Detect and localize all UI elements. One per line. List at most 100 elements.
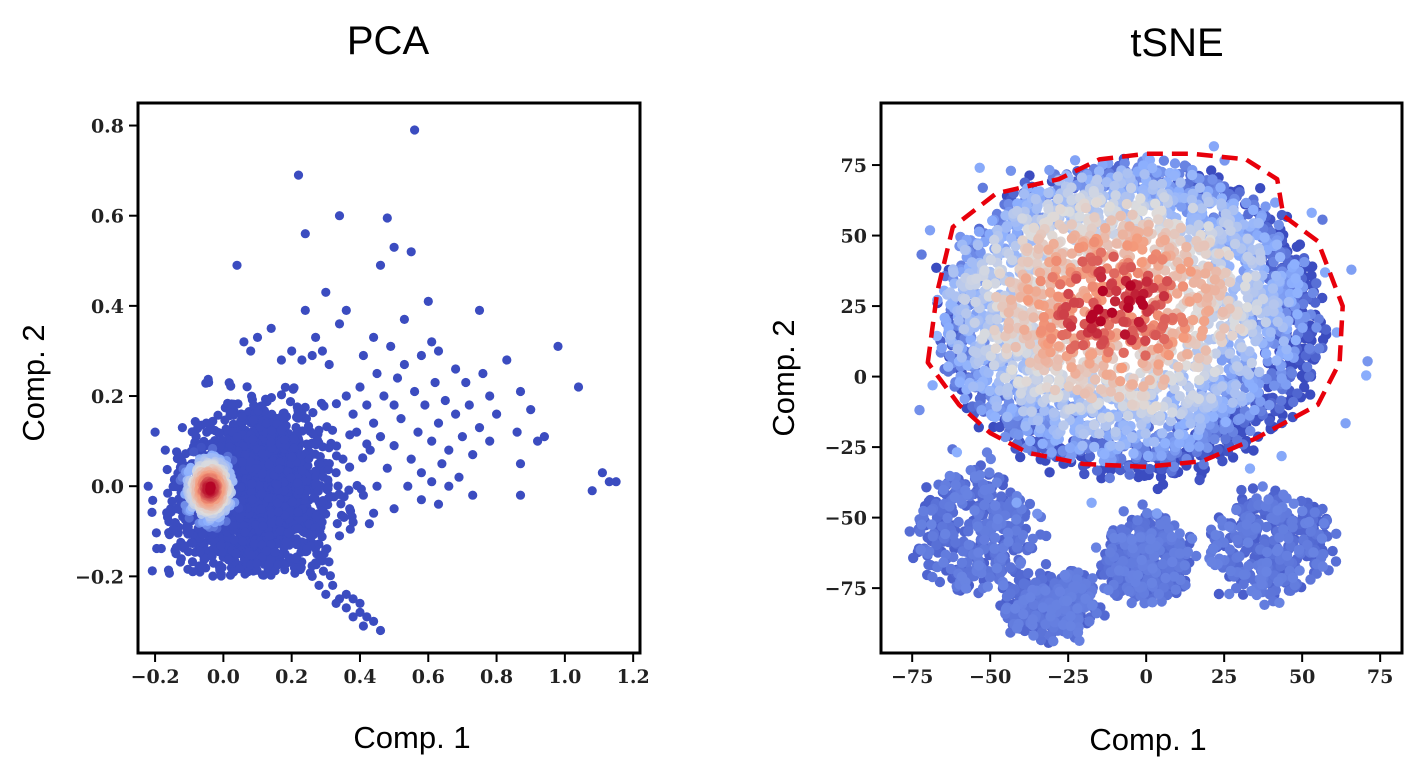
- pca-point: [274, 464, 284, 474]
- pca-point: [416, 495, 426, 505]
- pca-point: [315, 458, 325, 468]
- pca-point: [533, 436, 543, 446]
- pca-point: [257, 488, 267, 499]
- pca-point: [296, 450, 307, 460]
- tsne-point: [1311, 278, 1322, 289]
- pca-point: [151, 528, 161, 538]
- tsne-point: [1304, 371, 1315, 382]
- pca-point: [290, 568, 300, 578]
- pca-point: [348, 517, 358, 527]
- pca-point: [468, 450, 478, 460]
- pca-point: [170, 518, 180, 528]
- pca-point: [242, 382, 252, 392]
- tsne-point: [1213, 588, 1225, 600]
- pca-point: [276, 425, 286, 435]
- pca-point: [515, 386, 526, 397]
- pca-point: [197, 562, 207, 573]
- pca-plot-frame: [136, 101, 642, 655]
- pca-point: [327, 425, 338, 435]
- pca-point: [281, 537, 291, 547]
- pca-point: [148, 495, 158, 505]
- pca-point: [321, 589, 331, 600]
- pca-point: [526, 405, 536, 415]
- pca-point: [341, 305, 351, 315]
- pca-point: [416, 468, 426, 478]
- pca-point: [573, 382, 584, 392]
- tsne-point: [1234, 551, 1245, 562]
- tsne-point: [1027, 533, 1039, 544]
- pca-point: [440, 395, 450, 406]
- pca-point: [293, 507, 303, 517]
- tsne-point: [1236, 484, 1247, 496]
- pca-point: [235, 564, 245, 574]
- tsne-title: tSNE: [1130, 21, 1223, 65]
- pca-point: [172, 504, 182, 514]
- pca-point: [227, 408, 237, 418]
- pca-point: [168, 524, 178, 535]
- pca-point: [389, 242, 399, 252]
- tsne-points: [904, 141, 1373, 648]
- pca-point: [375, 260, 386, 270]
- pca-point: [392, 373, 403, 383]
- pca-point: [364, 519, 374, 529]
- pca-point: [485, 436, 495, 446]
- pca-point: [334, 531, 345, 541]
- pca-point: [293, 524, 303, 534]
- pca-point: [249, 539, 259, 549]
- pca-point: [297, 355, 307, 365]
- pca-point: [457, 432, 467, 442]
- pca-point: [266, 323, 276, 333]
- pca-point: [164, 568, 174, 578]
- pca-point: [261, 546, 272, 556]
- pca-point: [207, 551, 217, 561]
- pca-point: [276, 355, 286, 365]
- pca-point: [358, 621, 368, 631]
- pca-point: [369, 418, 379, 428]
- pca-point: [300, 229, 310, 239]
- tsne-point: [1301, 361, 1313, 373]
- pca-point: [289, 434, 299, 444]
- pca-point: [451, 364, 461, 374]
- pca-point: [399, 314, 409, 324]
- pca-point: [248, 434, 258, 444]
- pca-point: [334, 319, 345, 329]
- pca-point: [302, 544, 312, 554]
- tsne-point: [1018, 578, 1029, 590]
- pca-point: [272, 498, 283, 508]
- pca-point: [433, 346, 444, 356]
- pca-x-ticks: −0.2 0.0 0.2 0.4 0.6 0.8 1.0 1.2: [131, 653, 650, 688]
- pca-point: [365, 445, 375, 455]
- pca-y-label: Comp. 2: [16, 324, 51, 441]
- pca-y-ticks: −0.20.00.20.40.60.8: [75, 116, 138, 588]
- pca-point: [410, 386, 420, 397]
- pca-point: [273, 560, 283, 570]
- pca-point: [444, 481, 454, 491]
- tsne-point: [1044, 467, 1055, 478]
- pca-point: [311, 558, 321, 568]
- pca-point: [252, 558, 262, 569]
- tsne-point: [1232, 534, 1243, 546]
- pca-point: [311, 471, 321, 481]
- tsne-point: [1288, 396, 1299, 408]
- pca-y-tick-label: 0.6: [91, 206, 124, 228]
- tsne-point: [1320, 324, 1332, 335]
- pca-point: [406, 247, 416, 257]
- pca-point: [215, 563, 225, 573]
- pca-point: [187, 557, 198, 567]
- tsne-point: [1330, 556, 1342, 567]
- pca-point: [264, 459, 274, 470]
- pca-point: [216, 571, 226, 581]
- pca-point: [461, 377, 471, 388]
- pca-point: [237, 412, 247, 422]
- pca-point: [307, 571, 317, 582]
- pca-point: [266, 437, 276, 447]
- pca-point: [223, 555, 233, 565]
- pca-point: [187, 538, 197, 549]
- pca-point: [317, 346, 327, 356]
- pca-point: [324, 359, 334, 370]
- pca-point: [246, 346, 256, 356]
- tsne-point: [916, 249, 927, 260]
- pca-y-tick-label: 0.2: [91, 386, 124, 408]
- tsne-point: [1126, 597, 1137, 609]
- tsne-point: [1317, 214, 1328, 225]
